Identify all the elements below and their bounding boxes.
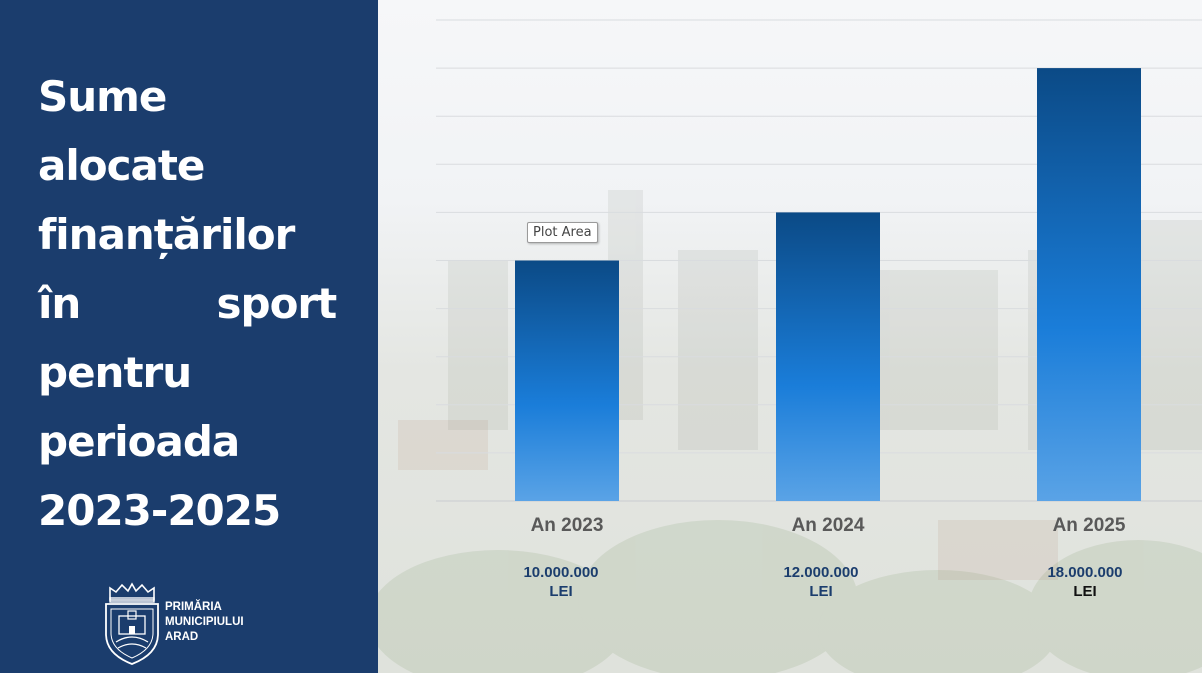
bar-an-2025[interactable] [1037,68,1141,501]
slide-title: Sume alocate finanțărilor în sport pentr… [38,62,337,545]
logo-text: PRIMĂRIA MUNICIPIULUI ARAD [165,600,244,645]
data-label: 10.000.000 LEI [481,563,641,601]
left-panel: Sume alocate finanțărilor în sport pentr… [0,0,378,673]
data-label-amount: 12.000.000 [783,564,859,581]
data-label: 12.000.000 LEI [741,563,901,601]
data-label-amount: 18.000.000 [1047,564,1123,581]
coat-of-arms-icon [105,582,159,665]
primaria-arad-logo: PRIMĂRIA MUNICIPIULUI ARAD [102,582,282,666]
x-tick-label: An 2024 [791,515,865,536]
title-line: finanțărilor [38,210,295,259]
x-tick-label: An 2025 [1052,515,1126,536]
logo-line: MUNICIPIULUI [165,616,244,628]
data-label: 18.000.000 LEI [1005,563,1165,601]
title-line: 2023-2025 [38,486,281,535]
logo-line: PRIMĂRIA [165,601,222,613]
chart-panel: An 2023 An 2024 An 2025 10.000.000 LEI 12.00… [378,0,1202,673]
data-label-unit: LEI [1073,583,1097,600]
title-line: pentru [38,348,192,397]
title-line: în sport [38,279,337,328]
bar-an-2024[interactable] [776,212,880,501]
data-label-amount: 10.000.000 [523,564,599,581]
plot-area-tooltip: Plot Area [527,222,598,243]
title-line: Sume [38,72,167,121]
logo-line: ARAD [165,631,199,643]
x-tick-label: An 2023 [530,515,604,536]
bar-an-2023[interactable] [515,260,619,502]
title-line: perioada [38,417,240,466]
title-line: alocate [38,141,205,190]
bars [515,68,1141,501]
bar-chart [436,19,1202,502]
data-label-unit: LEI [809,583,833,600]
data-label-unit: LEI [549,583,573,600]
